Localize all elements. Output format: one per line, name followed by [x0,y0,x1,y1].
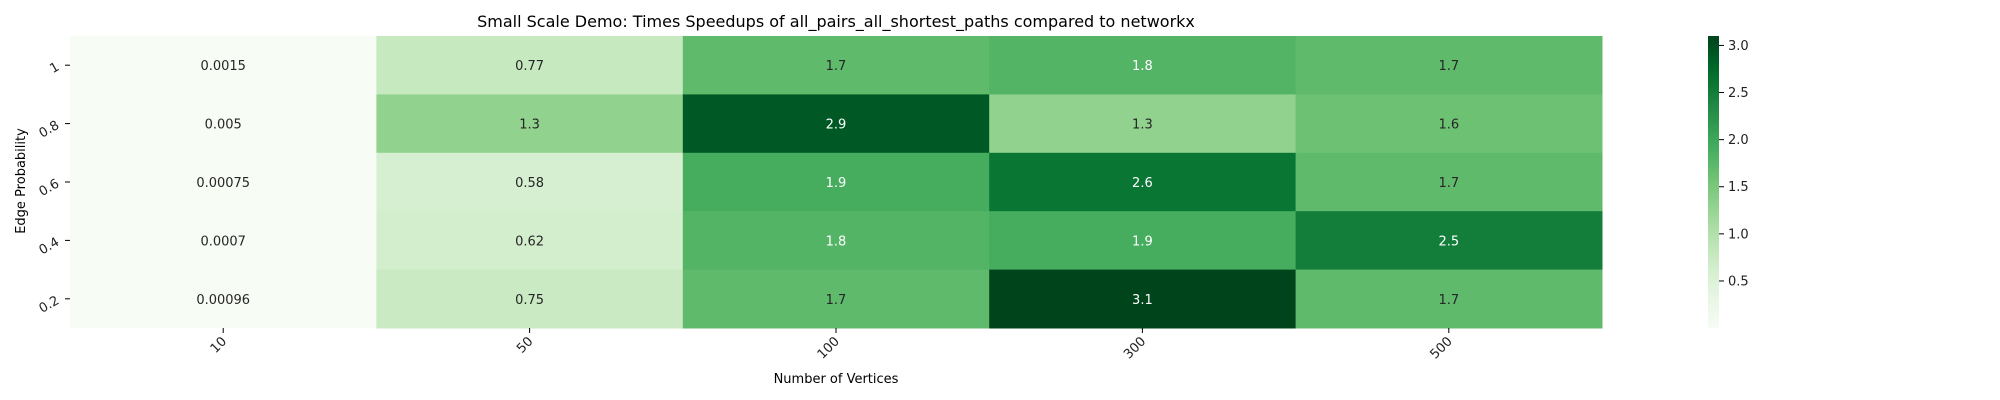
x-tick-label: 10 [208,334,230,356]
y-tick-label: 0.4 [37,235,62,258]
colorbar-tick-label: 0.5 [1728,274,1749,289]
heatmap-cell [376,269,684,329]
y-tick-label: 1 [47,60,62,77]
heatmap-cell [1295,152,1603,212]
cell-value-label: 1.9 [1132,234,1153,249]
x-tick-label: 100 [815,334,843,362]
cell-value-label: 2.9 [826,118,847,133]
heatmap-cell [682,94,990,154]
colorbar-tick-label: 1.0 [1728,227,1749,242]
heatmap-cell [1295,269,1603,329]
colorbar-ticks: 0.5 1.0 1.5 2.0 2.5 3.0 [1719,39,1749,289]
heatmap-cell [989,211,1297,271]
heatmap-cell [682,269,990,329]
x-tick-label: 500 [1427,334,1455,362]
cell-value-label: 3.1 [1132,293,1153,308]
heatmap-cells [70,36,1603,329]
cell-value-label: 2.5 [1438,234,1459,249]
heatmap-cell [376,211,684,271]
cell-value-label: 1.7 [1438,293,1459,308]
x-tick-label: 300 [1121,334,1149,362]
heatmap-cell [70,94,377,154]
heatmap-cell [1295,36,1603,95]
heatmap-cell-labels: 0.0015 0.77 1.7 1.8 1.7 0.005 1.3 2.9 1.3 1.6 0.00… [196,59,1459,308]
cell-value-label: 0.0015 [200,59,246,74]
x-axis-ticks: 10 50 100 300 500 [208,328,1456,362]
y-tick-label: 0.6 [37,176,62,199]
cell-value-label: 0.62 [515,234,544,249]
cell-value-label: 0.75 [515,293,544,308]
cell-value-label: 0.58 [515,176,544,191]
cell-value-label: 0.0007 [200,234,246,249]
heatmap-cell [1295,211,1603,271]
cell-value-label: 1.8 [1132,59,1153,74]
colorbar-tick-label: 2.5 [1728,86,1749,101]
x-axis-label: Number of Vertices [774,372,899,387]
colorbar-tick-label: 3.0 [1728,39,1749,54]
cell-value-label: 1.3 [519,118,540,133]
cell-value-label: 0.77 [515,59,544,74]
colorbar-tick-label: 2.0 [1728,133,1749,148]
heatmap-cell [1295,94,1603,154]
heatmap-cell [376,94,684,154]
colorbar-gradient [1708,36,1719,328]
heatmap-cell [989,94,1297,154]
cell-value-label: 0.005 [205,118,242,133]
x-tick-label: 50 [514,334,536,356]
cell-value-label: 1.7 [826,293,847,308]
cell-value-label: 0.00096 [196,293,250,308]
y-axis-ticks: 1 0.8 0.6 0.4 0.2 [37,60,70,317]
y-tick-label: 0.8 [37,118,62,141]
y-axis-label: Edge Probability [14,128,29,234]
heatmap-cell [70,152,377,212]
heatmap-cell [70,269,377,329]
chart-title: Small Scale Demo: Times Speedups of all_… [477,12,1195,32]
cell-value-label: 0.00075 [196,176,250,191]
colorbar: 0.5 1.0 1.5 2.0 2.5 3.0 [1708,36,1749,328]
cell-value-label: 1.6 [1438,118,1459,133]
cell-value-label: 1.3 [1132,118,1153,133]
cell-value-label: 1.9 [826,176,847,191]
heatmap-cell [376,36,684,95]
heatmap-cell [989,152,1297,212]
cell-value-label: 1.7 [826,59,847,74]
heatmap-cell [989,269,1297,329]
heatmap-cell [989,36,1297,95]
cell-value-label: 2.6 [1132,176,1153,191]
colorbar-tick-label: 1.5 [1728,180,1749,195]
cell-value-label: 1.7 [1438,59,1459,74]
heatmap-cell [682,211,990,271]
heatmap-cell [70,211,377,271]
cell-value-label: 1.8 [826,234,847,249]
heatmap-cell [682,152,990,212]
y-tick-label: 0.2 [37,293,62,316]
heatmap-cell [70,36,377,95]
heatmap-cell [682,36,990,95]
heatmap-cell [376,152,684,212]
cell-value-label: 1.7 [1438,176,1459,191]
